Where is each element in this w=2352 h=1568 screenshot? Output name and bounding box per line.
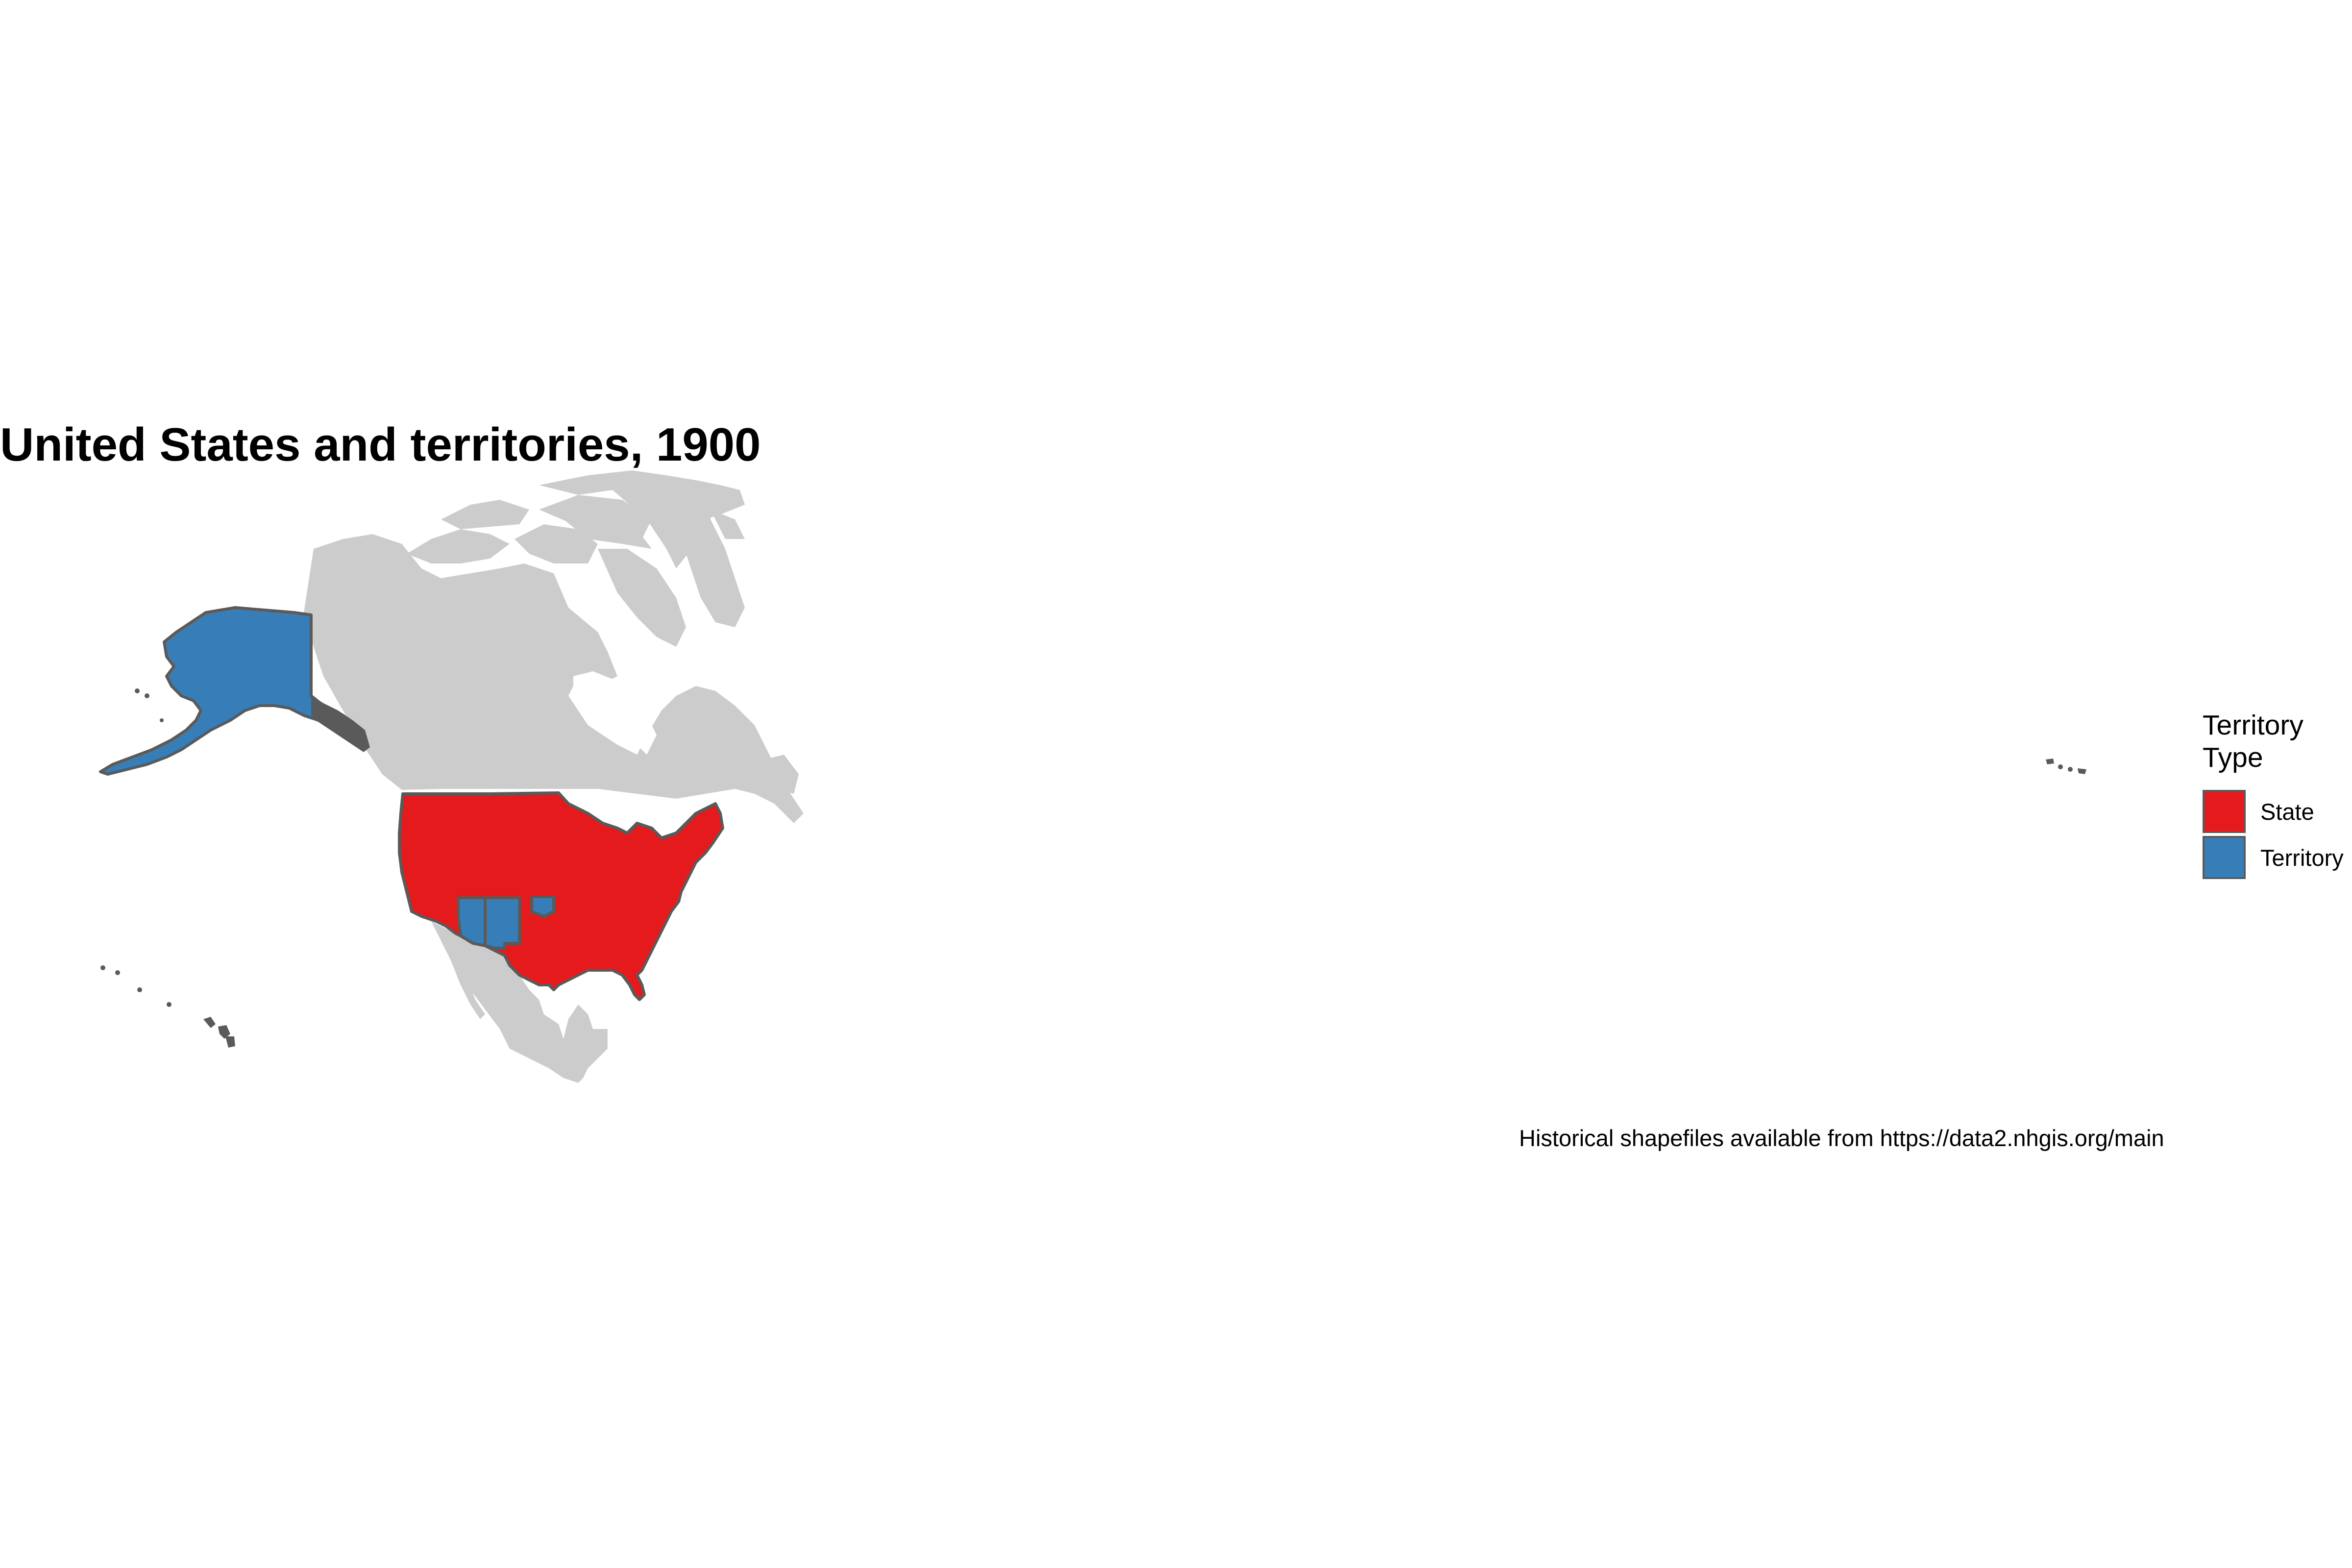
plot-title: United States and territories, 1900 <box>0 418 761 471</box>
new-mexico-territory <box>484 896 521 950</box>
pacific-islands <box>100 688 2086 1048</box>
legend-item-state: State <box>2203 788 2350 834</box>
us-states <box>398 791 724 1001</box>
legend: Territory Type State Territory <box>2203 709 2350 881</box>
legend-item-territory: Territory <box>2203 834 2350 881</box>
us-territories <box>99 606 555 950</box>
legend-label-state: State <box>2260 798 2314 825</box>
alaska-panhandle <box>311 696 370 752</box>
north-america-landmass <box>304 470 804 1083</box>
water-bodies <box>573 671 657 755</box>
oklahoma-territory <box>530 895 555 918</box>
legend-key-state <box>2203 790 2246 833</box>
arizona-territory <box>457 896 487 947</box>
contiguous-us-states <box>398 791 724 1001</box>
legend-title: Territory Type <box>2203 710 2303 773</box>
caption: Historical shapefiles available from htt… <box>1519 1125 2164 1151</box>
legend-label-territory: Territory <box>2260 844 2344 871</box>
legend-key-territory <box>2203 836 2246 879</box>
